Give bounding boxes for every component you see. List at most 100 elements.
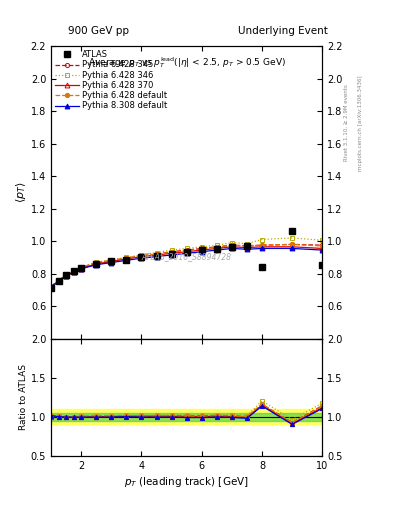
- Pythia 8.308 default: [72, 269, 76, 275]
- Pythia 8.308 default: [244, 246, 249, 252]
- ATLAS: [184, 249, 189, 255]
- Pythia 8.308 default: [139, 255, 144, 261]
- Pythia 6.428 default: [64, 272, 68, 279]
- ATLAS: [124, 257, 129, 263]
- Pythia 8.308 default: [49, 284, 53, 290]
- Text: Average $p_T$ vs $p_T^{\mathrm{lead}}$($|\eta|$ < 2.5, $p_T$ > 0.5 GeV): Average $p_T$ vs $p_T^{\mathrm{lead}}$($…: [88, 55, 286, 70]
- Text: 900 GeV pp: 900 GeV pp: [68, 26, 129, 36]
- Pythia 8.308 default: [79, 266, 84, 272]
- Pythia 6.428 346: [109, 257, 114, 263]
- Pythia 6.428 370: [184, 249, 189, 255]
- Y-axis label: $\langle p_T \rangle$: $\langle p_T \rangle$: [14, 181, 28, 203]
- ATLAS: [56, 278, 61, 284]
- ATLAS: [199, 247, 204, 253]
- Pythia 6.428 370: [215, 245, 219, 251]
- Pythia 6.428 346: [49, 284, 53, 290]
- Pythia 6.428 346: [124, 254, 129, 261]
- Pythia 8.308 default: [109, 260, 114, 266]
- Pythia 6.428 default: [260, 242, 264, 248]
- Pythia 6.428 370: [244, 245, 249, 251]
- Pythia 6.428 346: [184, 245, 189, 251]
- Pythia 6.428 default: [169, 249, 174, 255]
- ATLAS: [244, 243, 249, 249]
- Pythia 6.428 default: [56, 277, 61, 283]
- Text: mcplots.cern.ch [arXiv:1306.3436]: mcplots.cern.ch [arXiv:1306.3436]: [358, 75, 364, 170]
- Pythia 6.428 370: [56, 278, 61, 284]
- Pythia 6.428 346: [260, 237, 264, 243]
- Pythia 6.428 default: [184, 247, 189, 253]
- ATLAS: [215, 246, 219, 252]
- Legend: ATLAS, Pythia 6.428 345, Pythia 6.428 346, Pythia 6.428 370, Pythia 6.428 defaul: ATLAS, Pythia 6.428 345, Pythia 6.428 34…: [53, 49, 169, 112]
- Pythia 6.428 default: [215, 244, 219, 250]
- Pythia 6.428 345: [64, 272, 68, 279]
- Pythia 6.428 345: [94, 260, 99, 266]
- Pythia 6.428 345: [109, 258, 114, 264]
- Pythia 6.428 345: [124, 255, 129, 261]
- Pythia 6.428 default: [139, 253, 144, 259]
- Pythia 6.428 345: [260, 242, 264, 248]
- Pythia 6.428 345: [72, 268, 76, 274]
- Pythia 6.428 346: [64, 272, 68, 279]
- Pythia 6.428 346: [56, 277, 61, 283]
- Pythia 6.428 default: [109, 257, 114, 263]
- ATLAS: [109, 259, 114, 265]
- Pythia 6.428 346: [169, 247, 174, 253]
- Pythia 6.428 346: [79, 264, 84, 270]
- ATLAS: [169, 251, 174, 257]
- ATLAS: [64, 272, 68, 279]
- Pythia 8.308 default: [290, 245, 294, 251]
- Pythia 6.428 346: [72, 268, 76, 274]
- Pythia 6.428 345: [215, 244, 219, 250]
- Pythia 6.428 346: [230, 240, 234, 246]
- ATLAS: [230, 244, 234, 250]
- Pythia 6.428 370: [320, 245, 325, 251]
- Pythia 6.428 345: [290, 241, 294, 247]
- Pythia 6.428 346: [94, 259, 99, 265]
- Pythia 6.428 346: [320, 237, 325, 243]
- Pythia 6.428 default: [79, 264, 84, 270]
- Pythia 6.428 default: [49, 284, 53, 290]
- Pythia 8.308 default: [184, 250, 189, 257]
- Pythia 6.428 370: [94, 261, 99, 267]
- ATLAS: [94, 261, 99, 267]
- Pythia 6.428 346: [244, 241, 249, 247]
- Pythia 6.428 370: [230, 244, 234, 250]
- Line: Pythia 6.428 345: Pythia 6.428 345: [49, 242, 324, 289]
- Pythia 6.428 370: [260, 244, 264, 250]
- Pythia 6.428 370: [290, 244, 294, 250]
- Pythia 6.428 346: [199, 244, 204, 250]
- ATLAS: [154, 253, 159, 259]
- ATLAS: [49, 285, 53, 291]
- ATLAS: [320, 262, 325, 268]
- Pythia 8.308 default: [215, 247, 219, 253]
- Pythia 6.428 345: [199, 245, 204, 251]
- Text: ATLAS_2010_S8894728: ATLAS_2010_S8894728: [141, 252, 232, 261]
- Text: Underlying Event: Underlying Event: [238, 26, 328, 36]
- Pythia 6.428 345: [169, 249, 174, 255]
- X-axis label: $p_T$ (leading track) [GeV]: $p_T$ (leading track) [GeV]: [124, 475, 249, 489]
- Line: Pythia 6.428 default: Pythia 6.428 default: [49, 242, 324, 289]
- Pythia 6.428 345: [139, 253, 144, 259]
- Pythia 6.428 370: [79, 266, 84, 272]
- Pythia 6.428 346: [290, 235, 294, 241]
- Pythia 8.308 default: [169, 252, 174, 258]
- Pythia 6.428 370: [109, 259, 114, 265]
- Pythia 6.428 370: [154, 252, 159, 258]
- Pythia 6.428 346: [154, 249, 159, 255]
- Pythia 8.308 default: [124, 257, 129, 263]
- Line: Pythia 6.428 346: Pythia 6.428 346: [49, 236, 324, 289]
- ATLAS: [290, 228, 294, 234]
- Pythia 6.428 370: [199, 247, 204, 253]
- Pythia 6.428 370: [72, 269, 76, 275]
- Pythia 8.308 default: [320, 247, 325, 253]
- ATLAS: [72, 268, 76, 274]
- Pythia 8.308 default: [199, 249, 204, 255]
- Pythia 6.428 370: [124, 256, 129, 262]
- Line: ATLAS: ATLAS: [48, 228, 325, 291]
- Pythia 8.308 default: [230, 245, 234, 251]
- Pythia 6.428 345: [230, 242, 234, 248]
- Pythia 6.428 default: [94, 260, 99, 266]
- Text: Rivet 3.1.10, ≥ 2.9M events: Rivet 3.1.10, ≥ 2.9M events: [344, 84, 349, 161]
- Pythia 6.428 default: [244, 243, 249, 249]
- ATLAS: [139, 254, 144, 261]
